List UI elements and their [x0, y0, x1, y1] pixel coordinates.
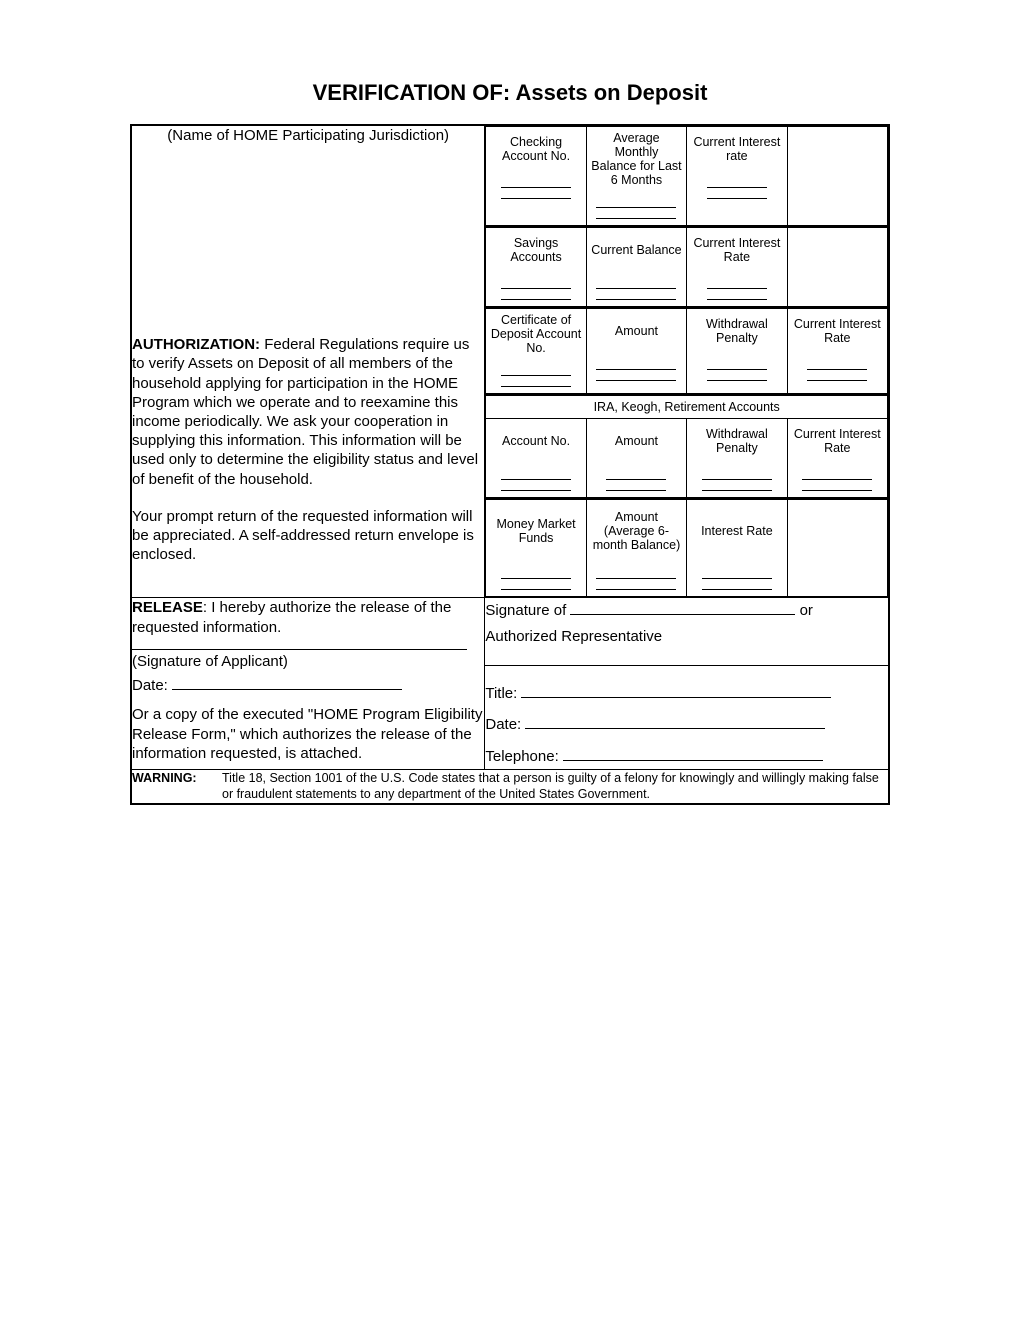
- authorization-label: AUTHORIZATION:: [132, 336, 260, 353]
- release-date-line[interactable]: [172, 689, 402, 690]
- mm-col2: Amount (Average 6-month Balance): [586, 500, 686, 597]
- applicant-signature-line[interactable]: [132, 649, 467, 650]
- right-date-line[interactable]: [525, 728, 825, 729]
- mm-section: Money Market Funds Amount (Average 6-mon…: [485, 499, 889, 598]
- form-table: (Name of HOME Participating Jurisdiction…: [130, 124, 890, 805]
- warning-text: Title 18, Section 1001 of the U.S. Code …: [222, 770, 888, 803]
- ira-col1: Account No.: [486, 419, 586, 498]
- auth-rep-label: Authorized Representative: [485, 624, 888, 650]
- release-date-label: Date:: [132, 677, 168, 694]
- ira-header: IRA, Keogh, Retirement Accounts: [486, 396, 888, 419]
- sig-of-label: Signature of: [485, 602, 566, 619]
- page-title: VERIFICATION OF: Assets on Deposit: [130, 80, 890, 106]
- cd-col1: Certificate of Deposit Account No.: [486, 309, 586, 394]
- release-right: Signature of or Authorized Representativ…: [485, 598, 889, 770]
- warning-label: WARNING:: [132, 771, 197, 785]
- sig-applicant-label: (Signature of Applicant): [132, 652, 484, 672]
- telephone-line[interactable]: [563, 760, 823, 761]
- cd-col3: Withdrawal Penalty: [687, 309, 787, 394]
- mm-col1: Money Market Funds: [486, 500, 586, 597]
- release-label: RELEASE: [132, 599, 203, 616]
- prompt-text: Your prompt return of the requested info…: [132, 507, 484, 565]
- savings-col1: Savings Accounts: [486, 228, 586, 307]
- sig-or: or: [800, 602, 813, 619]
- cd-col2: Amount: [586, 309, 686, 394]
- savings-col2: Current Balance: [586, 228, 686, 307]
- savings-col3: Current Interest Rate: [687, 228, 787, 307]
- sig-of-line[interactable]: [570, 614, 795, 615]
- checking-col2: Average Monthly Balance for Last 6 Month…: [586, 127, 686, 226]
- cd-col4: Current Interest Rate: [787, 309, 887, 394]
- checking-col4: [787, 127, 887, 226]
- checking-section: Checking Account No. Average Monthly Bal…: [485, 125, 889, 227]
- cd-section: Certificate of Deposit Account No. Amoun…: [485, 308, 889, 395]
- mm-col3: Interest Rate: [687, 500, 787, 597]
- savings-col4: [787, 228, 887, 307]
- mm-col4: [787, 500, 887, 597]
- authorization-block: AUTHORIZATION: Federal Regulations requi…: [132, 335, 484, 564]
- left-column: (Name of HOME Participating Jurisdiction…: [131, 125, 485, 598]
- ira-col4: Current Interest Rate: [787, 419, 887, 498]
- warning-row: WARNING: Title 18, Section 1001 of the U…: [131, 770, 889, 804]
- telephone-label: Telephone:: [485, 748, 558, 765]
- checking-col3: Current Interest rate: [687, 127, 787, 226]
- auth-rep-sig-line[interactable]: [485, 665, 888, 666]
- checking-col1: Checking Account No.: [486, 127, 586, 226]
- title-line[interactable]: [521, 697, 831, 698]
- savings-section: Savings Accounts Current Balance Current…: [485, 227, 889, 308]
- jurisdiction-label: (Name of HOME Participating Jurisdiction…: [132, 126, 484, 145]
- authorization-text: Federal Regulations require us to verify…: [132, 336, 478, 487]
- release-copy-text: Or a copy of the executed "HOME Program …: [132, 705, 484, 764]
- ira-section: IRA, Keogh, Retirement Accounts Account …: [485, 395, 889, 499]
- ira-col3: Withdrawal Penalty: [687, 419, 787, 498]
- ira-col2: Amount: [586, 419, 686, 498]
- right-date-label: Date:: [485, 716, 521, 733]
- release-left: RELEASE: I hereby authorize the release …: [131, 598, 485, 770]
- title-label: Title:: [485, 685, 517, 702]
